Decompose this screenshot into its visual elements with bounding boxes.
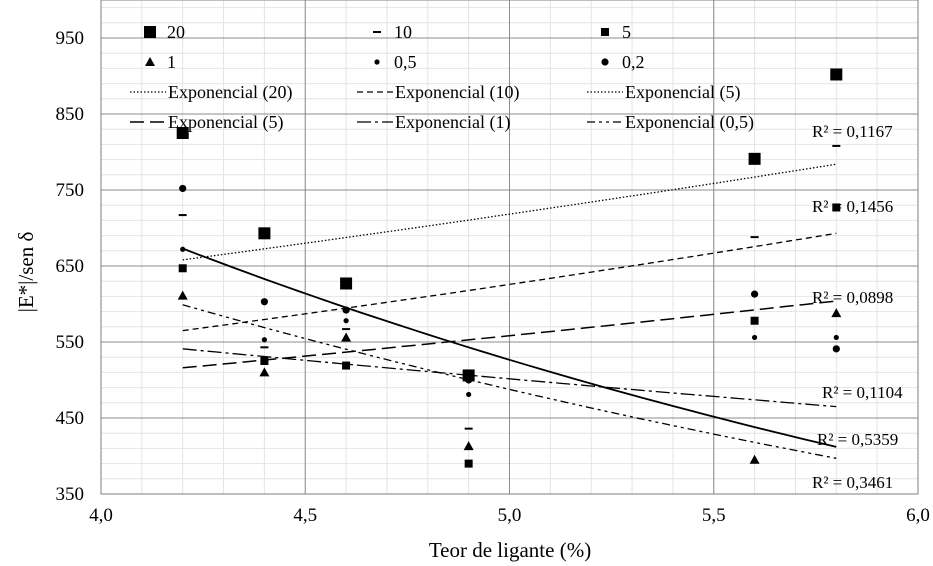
x-tick-label: 4,0 <box>89 505 113 526</box>
x-axis-title: Teor de ligante (%) <box>429 538 591 562</box>
y-tick-label: 850 <box>56 104 85 125</box>
data-point <box>342 328 351 331</box>
data-point <box>832 203 841 212</box>
data-point <box>260 346 269 349</box>
plot-area-frame <box>100 0 919 495</box>
data-point <box>259 367 270 377</box>
data-point <box>340 277 353 290</box>
data-point <box>751 290 759 298</box>
data-point <box>464 459 473 468</box>
x-tick-label: 5,0 <box>498 505 522 526</box>
y-tick-label: 750 <box>56 180 85 201</box>
trendline <box>182 247 837 448</box>
legend-label: Exponencial (5) <box>625 82 740 103</box>
data-point <box>261 337 267 343</box>
legend-label: Exponencial (20) <box>168 82 292 103</box>
y-tick-label: 350 <box>56 484 85 505</box>
legend-marker <box>145 57 155 66</box>
data-point <box>750 236 759 239</box>
legend-marker <box>373 31 381 33</box>
x-tick-labels: 4,0 4,5 5,0 5,5 6,0 <box>89 505 930 526</box>
legend-marker <box>601 58 609 66</box>
data-point <box>343 318 349 324</box>
y-axis-title: |E*|/sen δ <box>14 232 38 313</box>
r2-label: R² = 0,1456 <box>812 197 893 216</box>
trendline <box>182 304 837 459</box>
data-point <box>260 298 268 306</box>
trendline <box>182 300 837 369</box>
data-point <box>177 290 188 300</box>
data-point <box>260 357 269 365</box>
data-point <box>832 345 840 353</box>
trendline <box>182 232 837 332</box>
x-tick-label: 4,5 <box>293 505 317 526</box>
r2-label: R² = 0,1104 <box>822 383 903 402</box>
data-point <box>465 376 473 384</box>
data-point <box>831 308 842 318</box>
data-point <box>180 246 186 252</box>
trendlines <box>182 163 837 459</box>
trendline <box>182 163 837 261</box>
legend-label: Exponencial (5) <box>168 112 283 133</box>
legend-label: 10 <box>394 22 412 42</box>
data-point <box>832 144 841 147</box>
data-point <box>749 454 760 464</box>
data-point <box>176 127 189 139</box>
r2-label: R² = 0,0898 <box>812 288 893 307</box>
data-point <box>179 184 187 193</box>
data-point <box>464 427 473 430</box>
y-tick-label: 550 <box>56 332 85 353</box>
legend-label: Exponencial (1) <box>395 112 510 133</box>
data-point <box>463 441 474 451</box>
data-point <box>341 332 352 342</box>
r2-labels: R² = 0,1167 R² = 0,1456 R² = 0,0898 R² = 0,… <box>812 122 903 492</box>
data-point <box>752 334 758 341</box>
data-point <box>748 152 761 165</box>
r2-label: R² = 0,1167 <box>812 122 893 141</box>
data-point <box>466 391 472 398</box>
data-point <box>750 316 759 325</box>
r2-label: R² = 0,5359 <box>817 430 898 449</box>
legend-label: 1 <box>167 52 176 72</box>
data-point <box>178 264 187 273</box>
data-point <box>258 227 271 240</box>
trendline <box>182 348 837 408</box>
legend-label: 20 <box>167 22 185 42</box>
legend-label: Exponencial (10) <box>395 82 519 103</box>
data-point <box>342 306 350 314</box>
legend-label: Exponencial (0,5) <box>625 112 754 133</box>
legend-label: 5 <box>622 22 631 42</box>
y-tick-labels: 350 450 550 650 750 850 950 <box>56 28 85 505</box>
y-tick-label: 650 <box>56 256 85 277</box>
legend-marker <box>601 28 609 36</box>
legend-label: 0,2 <box>622 52 645 72</box>
data-point <box>342 361 351 370</box>
data-point <box>833 334 839 341</box>
legend-marker <box>144 26 156 38</box>
data-point <box>178 214 187 217</box>
r2-label: R² = 0,3461 <box>812 473 893 492</box>
y-tick-label: 450 <box>56 408 85 429</box>
x-tick-label: 6,0 <box>906 505 930 526</box>
legend: 20 10 5 1 0,5 0,2 Exponencial (20) Exponencial … <box>130 22 754 133</box>
data-point <box>830 68 843 81</box>
y-tick-label: 950 <box>56 28 85 49</box>
legend-label: 0,5 <box>394 52 417 72</box>
x-tick-label: 5,5 <box>702 505 726 526</box>
legend-marker <box>374 59 380 65</box>
data-markers <box>176 68 843 468</box>
